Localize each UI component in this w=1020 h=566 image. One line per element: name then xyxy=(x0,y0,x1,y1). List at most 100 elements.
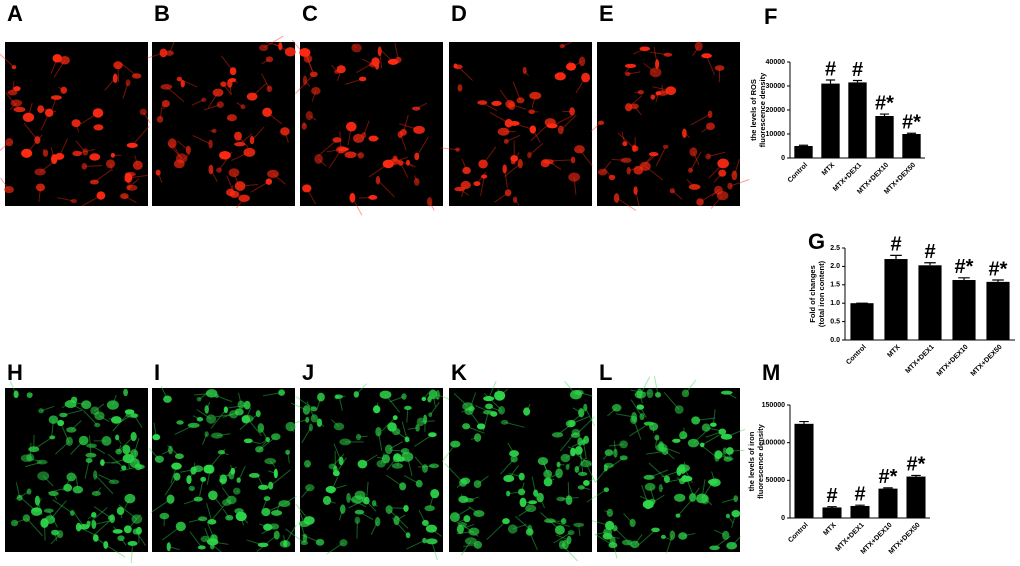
cell xyxy=(66,472,77,482)
cell xyxy=(258,44,269,52)
significance-mark: # xyxy=(825,58,836,80)
cell xyxy=(577,485,585,490)
cell xyxy=(468,527,480,536)
cell xyxy=(565,495,573,506)
cell xyxy=(422,537,427,544)
cell xyxy=(91,491,101,497)
cell-process xyxy=(595,465,610,483)
cell-process xyxy=(429,402,440,416)
cell xyxy=(13,390,19,399)
cell xyxy=(425,538,438,545)
cell xyxy=(678,532,688,540)
cell xyxy=(52,54,63,63)
cell xyxy=(92,534,99,542)
cell xyxy=(163,395,172,403)
x-tick-label: MTX+DEX10 xyxy=(936,344,970,378)
micrograph xyxy=(147,35,296,209)
cell xyxy=(694,41,703,51)
y-tick-label: 1.0 xyxy=(830,300,840,307)
cell xyxy=(166,494,175,504)
cell xyxy=(139,108,147,116)
cell xyxy=(581,439,586,446)
cell xyxy=(559,43,565,49)
cell xyxy=(110,416,122,424)
cell-process xyxy=(617,132,635,149)
micrograph xyxy=(0,42,151,207)
cell xyxy=(581,72,591,83)
cell xyxy=(477,100,488,105)
cell xyxy=(94,422,101,428)
cell xyxy=(714,450,723,460)
cell xyxy=(168,445,173,455)
bar xyxy=(850,303,874,340)
cell xyxy=(374,516,381,527)
cell xyxy=(332,137,342,143)
cell xyxy=(566,535,572,545)
cell xyxy=(265,56,274,63)
cell xyxy=(155,169,161,176)
cell xyxy=(223,406,229,414)
cell-process xyxy=(23,122,38,141)
cell xyxy=(211,432,223,439)
cell xyxy=(696,493,709,504)
cell xyxy=(473,510,485,518)
cell xyxy=(13,86,21,92)
x-tick-label: MTX+DEX50 xyxy=(970,344,1004,378)
cell xyxy=(216,101,224,109)
cell xyxy=(556,461,561,468)
cell xyxy=(49,435,56,440)
cell xyxy=(176,420,184,425)
y-tick-label: 40000 xyxy=(766,59,786,66)
cell xyxy=(672,438,681,443)
cell xyxy=(64,400,77,409)
cell xyxy=(613,193,620,203)
cell xyxy=(388,158,400,165)
cell-process xyxy=(708,151,726,157)
cell xyxy=(311,86,321,95)
cell xyxy=(110,152,116,158)
cell xyxy=(301,122,307,130)
cell xyxy=(720,390,733,395)
cell xyxy=(63,483,73,492)
cell-process xyxy=(210,409,227,429)
cell xyxy=(273,530,280,540)
cell-process xyxy=(102,462,120,464)
cell-process xyxy=(690,113,711,126)
cell xyxy=(423,414,428,425)
cell xyxy=(262,107,273,118)
panel-letter: E xyxy=(599,1,614,26)
y-tick-label: 1.5 xyxy=(830,282,840,289)
cell xyxy=(156,115,164,123)
cell xyxy=(404,436,410,443)
cell xyxy=(333,422,345,431)
cell xyxy=(21,148,33,158)
cell xyxy=(237,400,245,409)
cell xyxy=(89,153,101,161)
cell xyxy=(385,505,393,514)
cell xyxy=(529,91,542,100)
cell xyxy=(305,484,315,492)
cell xyxy=(583,480,590,486)
cell-process xyxy=(414,434,433,447)
micrograph xyxy=(441,381,597,562)
cell xyxy=(22,112,35,122)
cell xyxy=(523,407,531,416)
cell xyxy=(457,84,463,92)
cell xyxy=(221,499,232,506)
cell xyxy=(200,535,211,543)
cell xyxy=(44,108,54,118)
cell-process xyxy=(584,407,596,427)
cell xyxy=(249,135,255,145)
cell xyxy=(570,447,576,457)
panel-letter: F xyxy=(764,4,777,29)
cell-process xyxy=(294,419,308,424)
cell xyxy=(125,79,131,87)
cell xyxy=(497,127,510,136)
cell xyxy=(639,161,651,171)
y-axis-label: Fold of changes xyxy=(808,265,817,323)
significance-mark: # xyxy=(890,234,901,256)
y-tick-label: 100000 xyxy=(762,440,785,447)
cell-process xyxy=(26,517,43,537)
cell xyxy=(424,505,435,512)
y-tick-label: 0 xyxy=(781,515,785,522)
